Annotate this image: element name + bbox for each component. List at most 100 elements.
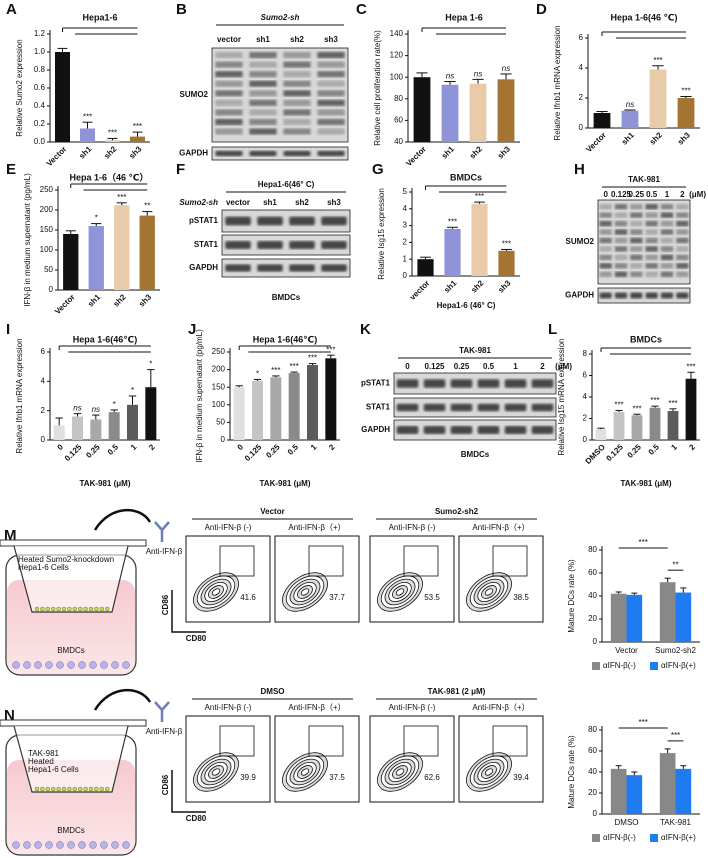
bmdc <box>122 661 130 669</box>
blot-row-label: GAPDH <box>189 263 218 272</box>
gate-value: 37.5 <box>329 773 345 782</box>
cell <box>56 786 61 792</box>
blot-band <box>283 109 311 116</box>
blot-row-label: pSTAT1 <box>189 216 219 225</box>
insert <box>13 725 129 793</box>
lane-label: 0 <box>405 362 410 371</box>
blot-band <box>599 271 612 277</box>
blot-band <box>249 90 277 97</box>
blot-header: TAK-981 <box>459 346 491 355</box>
blot-band <box>225 241 251 249</box>
legend-swatch <box>592 662 600 670</box>
cell <box>88 786 94 792</box>
bar <box>626 775 643 814</box>
panel-letter: L <box>548 321 557 338</box>
condition-label: Anti-IFN-β (-) <box>389 703 436 712</box>
blot-band <box>321 241 347 249</box>
significance: ns <box>502 64 510 73</box>
blot-row-label: GAPDH <box>361 425 390 434</box>
blot-membrane <box>597 287 691 304</box>
blot-band <box>215 118 243 126</box>
y-axis-label: Mature DCs rate (%) <box>567 559 576 633</box>
flow-axis-label: CD80 <box>186 814 207 823</box>
cell <box>72 606 78 612</box>
blot-band <box>614 271 628 277</box>
schematic-label: BMDCs <box>57 646 85 655</box>
bar <box>659 582 676 642</box>
gate-value: 38.5 <box>513 593 529 602</box>
blot-band <box>215 71 243 78</box>
bar <box>233 387 245 440</box>
lane-label: 0.25 <box>629 190 645 199</box>
significance: *** <box>326 345 335 354</box>
legend-swatch <box>650 834 658 842</box>
lane-label: sh1 <box>263 198 277 207</box>
y-tick-label: 0.6 <box>34 83 46 92</box>
bar <box>610 593 627 642</box>
blot-band <box>660 246 674 252</box>
bar <box>288 373 300 440</box>
blot-band <box>614 220 628 227</box>
chart-title: Hepa 1-6(46℃) <box>73 334 137 344</box>
gate <box>403 725 439 757</box>
y-tick-label: 100 <box>390 72 404 81</box>
blot-band <box>645 246 658 252</box>
bar <box>685 378 697 440</box>
y-tick-label: 1 <box>403 254 408 263</box>
blot-band <box>249 80 277 87</box>
blot-band <box>450 379 473 388</box>
y-tick-label: 2 <box>583 414 588 423</box>
blot-band <box>249 118 277 126</box>
significance: *** <box>448 217 457 226</box>
annotation: *** <box>638 718 647 727</box>
x-tick-label: 0.5 <box>106 442 121 457</box>
schematic-label: TAK-981 <box>28 749 60 758</box>
gate <box>492 545 528 577</box>
condition-label: Anti-IFN-β (-) <box>205 703 252 712</box>
blot-band <box>630 292 643 299</box>
blot-band <box>321 216 347 226</box>
blot-band <box>645 212 658 218</box>
blot-header: TAK-981 <box>628 175 660 184</box>
blot-band <box>645 292 658 299</box>
significance: *** <box>271 366 280 375</box>
significance: ns <box>474 69 482 78</box>
cell <box>61 606 67 612</box>
x-tick-label: 0.125 <box>243 442 264 463</box>
x-axis-label: TAK-981 (μM) <box>80 479 131 488</box>
blot-band <box>423 379 446 388</box>
bmdc <box>111 661 119 669</box>
cell <box>77 606 83 612</box>
significance: *** <box>308 354 317 363</box>
blot-band <box>289 216 315 226</box>
blot-band <box>599 229 612 235</box>
panel-letter: K <box>360 321 371 338</box>
bmdc <box>111 841 119 849</box>
lane-label: sh2 <box>290 35 304 44</box>
blot-band <box>630 237 643 244</box>
blot-band <box>283 52 311 59</box>
y-tick-label: 200 <box>40 205 54 214</box>
gate <box>219 725 255 757</box>
significance: *** <box>289 362 298 371</box>
x-tick-label: sh1 <box>442 278 459 295</box>
blot-band <box>396 379 419 388</box>
blot-band <box>630 229 643 235</box>
blot-band <box>599 254 612 261</box>
y-tick-label: 40 <box>394 137 403 146</box>
y-tick-label: 80 <box>588 725 597 734</box>
panel-letter: G <box>372 161 384 178</box>
lane-label: sh2 <box>295 198 309 207</box>
lane-label: 0.25 <box>454 362 470 371</box>
lane-label: vector <box>226 198 250 207</box>
bar <box>72 416 83 440</box>
cell <box>61 786 67 792</box>
blot-band <box>660 271 674 277</box>
y-axis-label: Relative Sumo2 expression <box>15 39 24 136</box>
schematic-label: Heated <box>28 757 54 766</box>
gate <box>308 725 344 757</box>
y-tick-label: 2 <box>579 93 584 102</box>
bar <box>675 592 692 642</box>
blot-band <box>660 212 674 218</box>
blot-band <box>283 71 311 78</box>
